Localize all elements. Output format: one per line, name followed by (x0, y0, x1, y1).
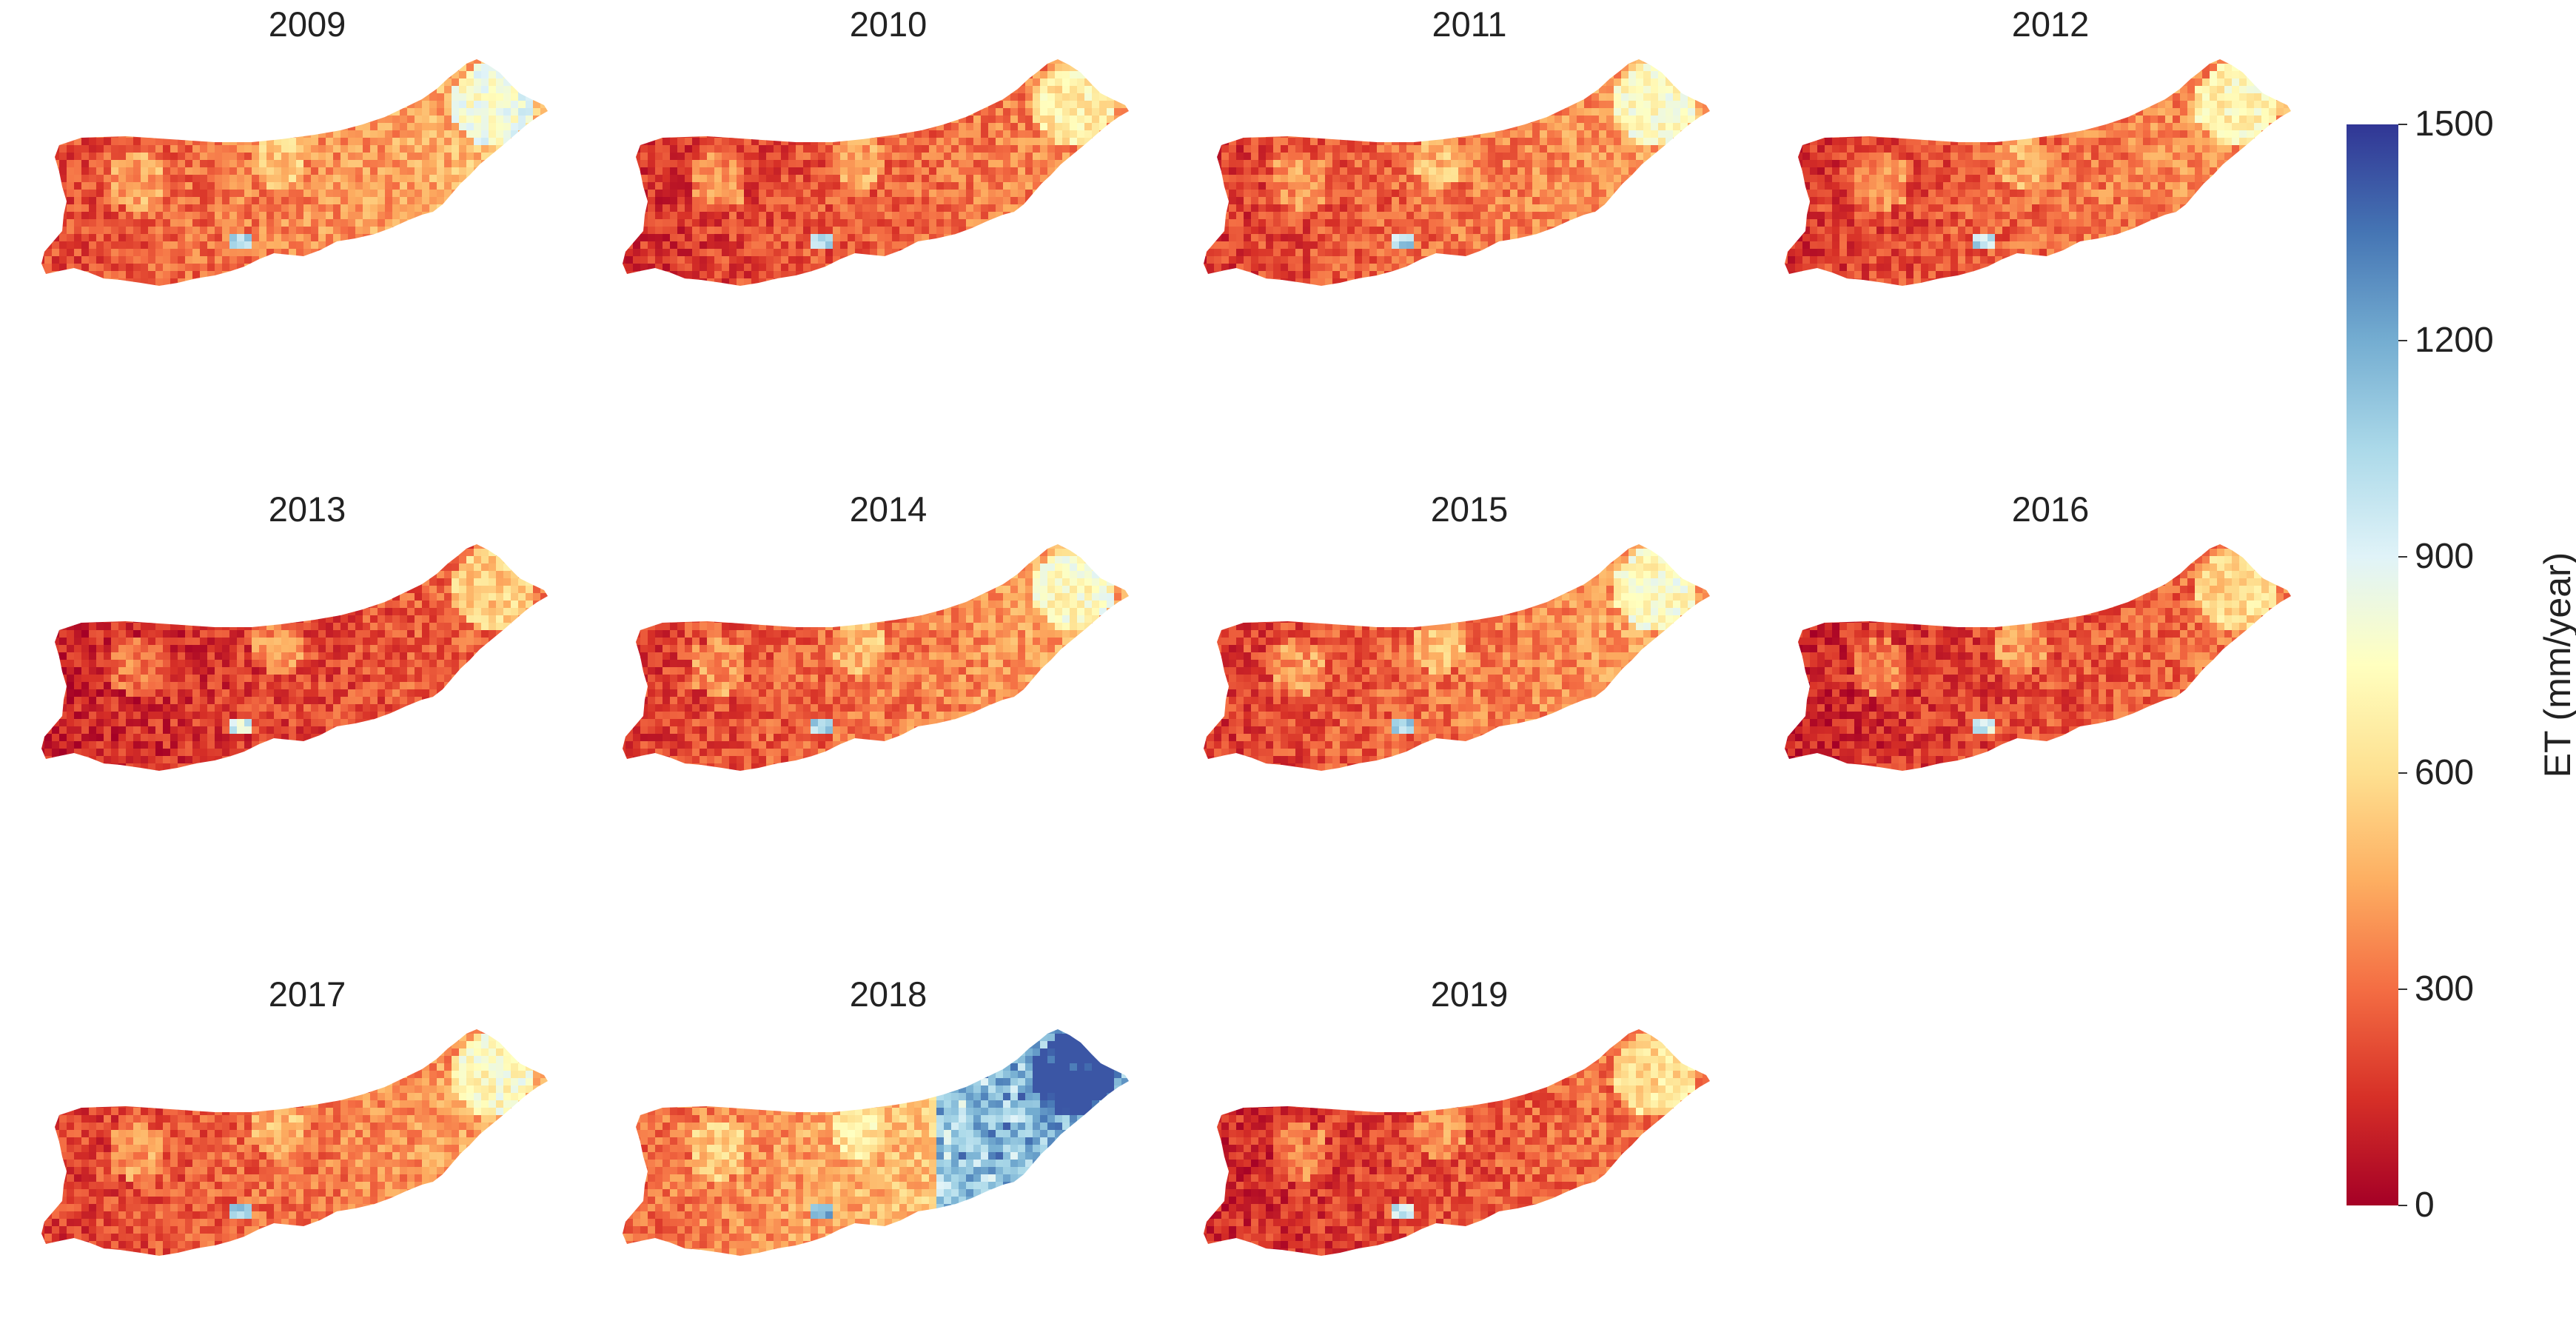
et-map (1192, 1019, 1747, 1308)
et-map (1192, 49, 1747, 338)
et-raster (1192, 1019, 1718, 1308)
panel-title: 2017 (30, 973, 585, 1016)
et-raster (1192, 534, 1718, 823)
colorbar-tick-label: 1500 (2415, 104, 2494, 145)
panel-title: 2009 (30, 3, 585, 46)
et-raster (1773, 534, 2299, 823)
map-panel: 2016 (1773, 485, 2328, 833)
et-map (611, 1019, 1166, 1308)
colorbar-tick-label: 600 (2415, 752, 2474, 794)
map-panel: 2017 (30, 970, 585, 1318)
colorbar-tick-mark (2398, 124, 2407, 125)
colorbar-tick-label: 900 (2415, 536, 2474, 578)
panel-title: 2013 (30, 488, 585, 531)
map-panel: 2012 (1773, 0, 2328, 348)
panel-title: 2015 (1192, 488, 1747, 531)
et-raster (611, 49, 1137, 338)
colorbar-tick-mark (2398, 556, 2407, 558)
colorbar-label-text: ET (mm/year) (2537, 552, 2576, 778)
panel-title: 2011 (1192, 3, 1747, 46)
et-raster (30, 1019, 556, 1308)
colorbar-label: ET (mm/year) (2557, 665, 2558, 666)
map-panel: 2011 (1192, 0, 1747, 348)
colorbar-tick-mark (2398, 988, 2407, 990)
et-map (30, 534, 585, 823)
et-map (611, 534, 1166, 823)
et-map (611, 49, 1166, 338)
colorbar-tick-mark (2398, 1205, 2407, 1206)
map-panel: 2015 (1192, 485, 1747, 833)
map-panel: 2018 (611, 970, 1166, 1318)
map-panel: 2014 (611, 485, 1166, 833)
panel-title: 2010 (611, 3, 1166, 46)
et-map (1192, 534, 1747, 823)
colorbar-tick-label: 0 (2415, 1185, 2435, 1226)
panel-title: 2014 (611, 488, 1166, 531)
et-map (30, 1019, 585, 1308)
et-raster (30, 534, 556, 823)
panel-title: 2012 (1773, 3, 2328, 46)
colorbar-tick-mark (2398, 772, 2407, 774)
et-map (30, 49, 585, 338)
et-map (1773, 534, 2328, 823)
colorbar-tick-label: 1200 (2415, 320, 2494, 361)
map-panel: 2009 (30, 0, 585, 348)
et-raster (611, 1019, 1137, 1308)
et-raster (611, 534, 1137, 823)
et-raster (1773, 49, 2299, 338)
colorbar-tick-label: 300 (2415, 969, 2474, 1010)
map-panel: 2019 (1192, 970, 1747, 1318)
colorbar (2347, 124, 2398, 1205)
et-raster (30, 49, 556, 338)
panel-title: 2016 (1773, 488, 2328, 531)
panel-title: 2018 (611, 973, 1166, 1016)
map-panel: 2013 (30, 485, 585, 833)
colorbar-tick-mark (2398, 340, 2407, 341)
et-raster (1192, 49, 1718, 338)
panel-title: 2019 (1192, 973, 1747, 1016)
et-map (1773, 49, 2328, 338)
map-panel: 2010 (611, 0, 1166, 348)
